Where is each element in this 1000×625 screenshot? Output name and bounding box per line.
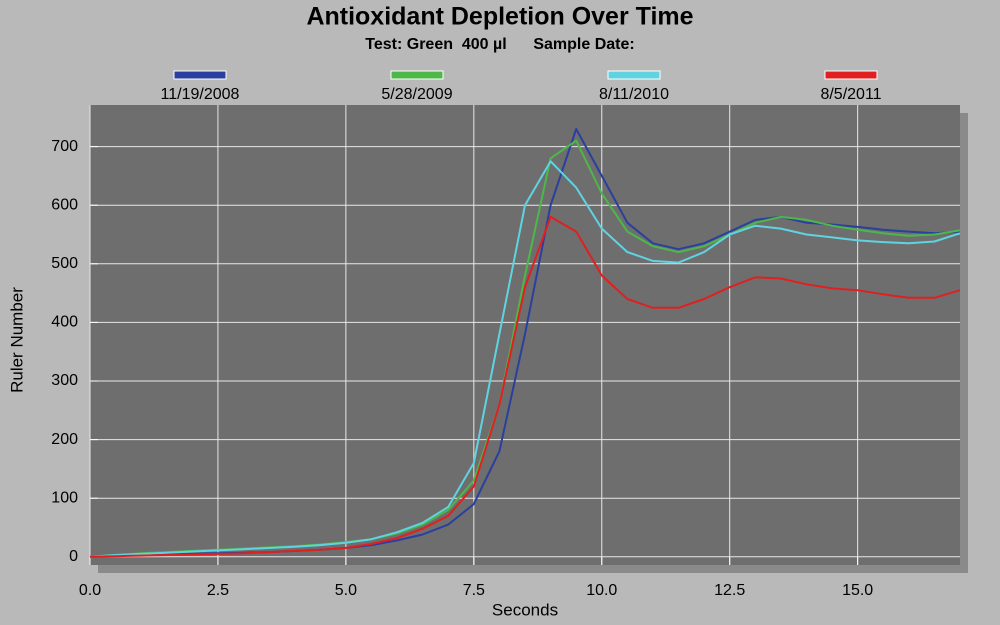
y-tick-label: 700 xyxy=(51,138,78,155)
x-tick-label: 12.5 xyxy=(714,582,745,599)
x-axis-label: Seconds xyxy=(492,600,558,619)
legend-label: 8/11/2010 xyxy=(599,86,669,103)
legend-label: 8/5/2011 xyxy=(820,86,881,103)
y-tick-label: 600 xyxy=(51,196,78,213)
legend-swatch xyxy=(390,70,444,80)
chart-title: Antioxidant Depletion Over Time xyxy=(306,3,693,31)
y-tick-label: 400 xyxy=(51,314,78,331)
legend-label: 11/19/2008 xyxy=(161,86,240,103)
x-tick-label: 2.5 xyxy=(207,582,229,599)
x-tick-label: 0.0 xyxy=(79,582,101,599)
x-tick-label: 7.5 xyxy=(463,582,485,599)
data-line xyxy=(89,215,961,558)
legend-swatch xyxy=(173,70,227,80)
y-tick-label: 100 xyxy=(51,489,78,506)
y-tick-label: 0 xyxy=(69,548,78,565)
x-tick-label: 15.0 xyxy=(842,582,873,599)
y-tick-label: 300 xyxy=(51,372,78,389)
legend-swatch xyxy=(824,70,878,80)
legend-swatch xyxy=(607,70,661,80)
y-tick-label: 200 xyxy=(51,431,78,448)
data-line xyxy=(89,160,961,558)
y-axis-label: Ruler Number xyxy=(7,287,26,393)
legend-label: 5/28/2009 xyxy=(381,86,452,103)
y-tick-label: 500 xyxy=(51,255,78,272)
chart-subtitle: Test: Green 400 µl Sample Date: xyxy=(365,36,634,53)
x-tick-label: 10.0 xyxy=(586,582,617,599)
x-tick-label: 5.0 xyxy=(335,582,357,599)
